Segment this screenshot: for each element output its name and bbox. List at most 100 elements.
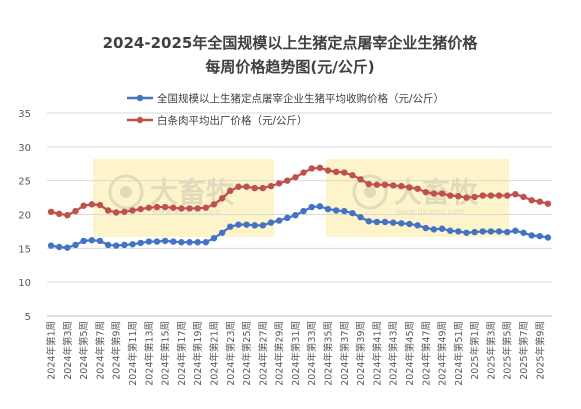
data-point-1 — [446, 192, 454, 199]
data-point-1 — [308, 165, 315, 172]
y-tick-label: 30 — [18, 143, 31, 154]
data-point-1 — [430, 190, 438, 197]
legend-marker-0 — [136, 94, 144, 102]
x-tick-label: 2024年第31周 — [290, 321, 302, 386]
data-point-1 — [316, 164, 324, 172]
data-point-1 — [365, 180, 372, 188]
data-point-0 — [422, 224, 429, 232]
data-point-0 — [308, 203, 315, 211]
series-group — [47, 164, 552, 251]
x-tick-label: 2024年第27周 — [257, 321, 269, 386]
data-point-0 — [430, 226, 438, 233]
data-point-1 — [544, 200, 552, 207]
data-point-0 — [72, 241, 79, 249]
x-tick-label: 2024年第21周 — [208, 321, 220, 386]
legend-label-0: 全国规模以上生猪定点屠宰企业生猪平均收购价格（元/公斤） — [157, 92, 444, 105]
watermark-url: www.dxumu.com — [396, 207, 465, 216]
data-point-1 — [251, 184, 258, 192]
watermark-url: www.dxumu.com — [152, 207, 221, 216]
data-point-0 — [341, 207, 348, 215]
data-point-0 — [259, 222, 267, 229]
data-point-0 — [235, 221, 242, 228]
data-point-0 — [129, 241, 136, 248]
data-point-0 — [170, 238, 177, 245]
data-point-0 — [414, 222, 421, 229]
data-point-0 — [455, 228, 462, 235]
data-point-0 — [210, 234, 218, 242]
chart-title: 2024-2025年全国规模以上生猪定点屠宰企业生猪价格 — [103, 34, 479, 52]
data-point-1 — [455, 193, 462, 200]
data-point-0 — [512, 227, 519, 234]
data-point-0 — [332, 207, 340, 214]
data-point-1 — [292, 174, 299, 181]
data-point-1 — [194, 205, 201, 212]
data-point-1 — [406, 184, 413, 191]
data-point-0 — [161, 237, 169, 245]
data-point-1 — [438, 190, 446, 197]
gridlines — [47, 112, 552, 317]
watermark-brand: 大畜牧 — [150, 176, 235, 209]
x-tick-label: 2024年第33周 — [306, 321, 318, 386]
x-tick-label: 2025年第1周 — [469, 321, 481, 380]
data-point-0 — [479, 228, 486, 235]
data-point-0 — [113, 242, 120, 249]
data-point-1 — [104, 207, 112, 214]
x-tick-label: 2024年第11周 — [127, 321, 139, 386]
watermark-logo-icon — [108, 174, 144, 210]
data-point-0 — [145, 238, 153, 245]
data-point-0 — [64, 244, 71, 251]
data-point-0 — [398, 220, 405, 227]
data-point-1 — [202, 204, 210, 211]
data-point-1 — [479, 192, 486, 199]
data-point-1 — [398, 182, 405, 190]
data-point-0 — [227, 223, 234, 230]
data-point-1 — [495, 192, 503, 199]
legend: 全国规模以上生猪定点屠宰企业生猪平均收购价格（元/公斤） 白条肉平均出厂价格（元… — [127, 92, 444, 127]
data-point-0 — [178, 239, 185, 246]
data-point-1 — [72, 207, 79, 215]
data-point-0 — [104, 241, 112, 249]
x-tick-label: 2024年第13周 — [143, 321, 155, 386]
data-point-1 — [153, 203, 161, 211]
watermark-2: 大畜牧 www.dxumu.com — [352, 174, 479, 216]
data-point-0 — [381, 218, 389, 226]
data-point-1 — [227, 187, 234, 195]
x-tick-label: 2025年第5周 — [502, 321, 514, 380]
y-tick-label: 25 — [18, 177, 31, 188]
x-tick-label: 2024年第19周 — [192, 321, 204, 386]
data-point-0 — [373, 218, 381, 226]
data-point-1 — [88, 201, 95, 208]
data-point-1 — [161, 203, 169, 211]
x-tick-label: 2025年第7周 — [518, 321, 530, 380]
x-axis: 2024年第1周 2024年第3周 2024年第5周 2024年第7周 2024年第9周… — [46, 321, 547, 386]
data-point-0 — [389, 219, 397, 226]
data-point-0 — [349, 209, 356, 217]
data-point-1 — [332, 168, 340, 176]
x-tick-label: 2024年第25周 — [241, 321, 253, 386]
data-point-1 — [267, 182, 275, 190]
data-point-0 — [96, 237, 104, 245]
data-point-1 — [80, 202, 87, 209]
x-tick-label: 2024年第9周 — [111, 321, 123, 380]
data-point-1 — [210, 201, 218, 208]
y-tick-label: 15 — [18, 244, 31, 255]
data-point-0 — [406, 220, 413, 228]
x-tick-label: 2024年第47周 — [420, 321, 432, 386]
data-point-0 — [487, 228, 495, 235]
data-point-1 — [170, 204, 177, 211]
data-point-1 — [64, 211, 71, 219]
x-tick-label: 2024年第29周 — [274, 321, 286, 386]
x-tick-label: 2024年第3周 — [62, 321, 74, 380]
y-tick-label: 10 — [18, 278, 31, 289]
watermark-logo-icon — [120, 186, 132, 198]
x-tick-label: 2024年第23周 — [225, 321, 237, 386]
data-point-1 — [373, 181, 381, 188]
data-point-1 — [129, 207, 136, 214]
y-tick-label: 35 — [18, 109, 31, 120]
x-tick-label: 2024年第15周 — [160, 321, 172, 386]
x-tick-label: 2024年第41周 — [371, 321, 383, 386]
x-tick-label: 2024年第49周 — [437, 321, 449, 386]
x-tick-label: 2024年第17周 — [176, 321, 188, 386]
